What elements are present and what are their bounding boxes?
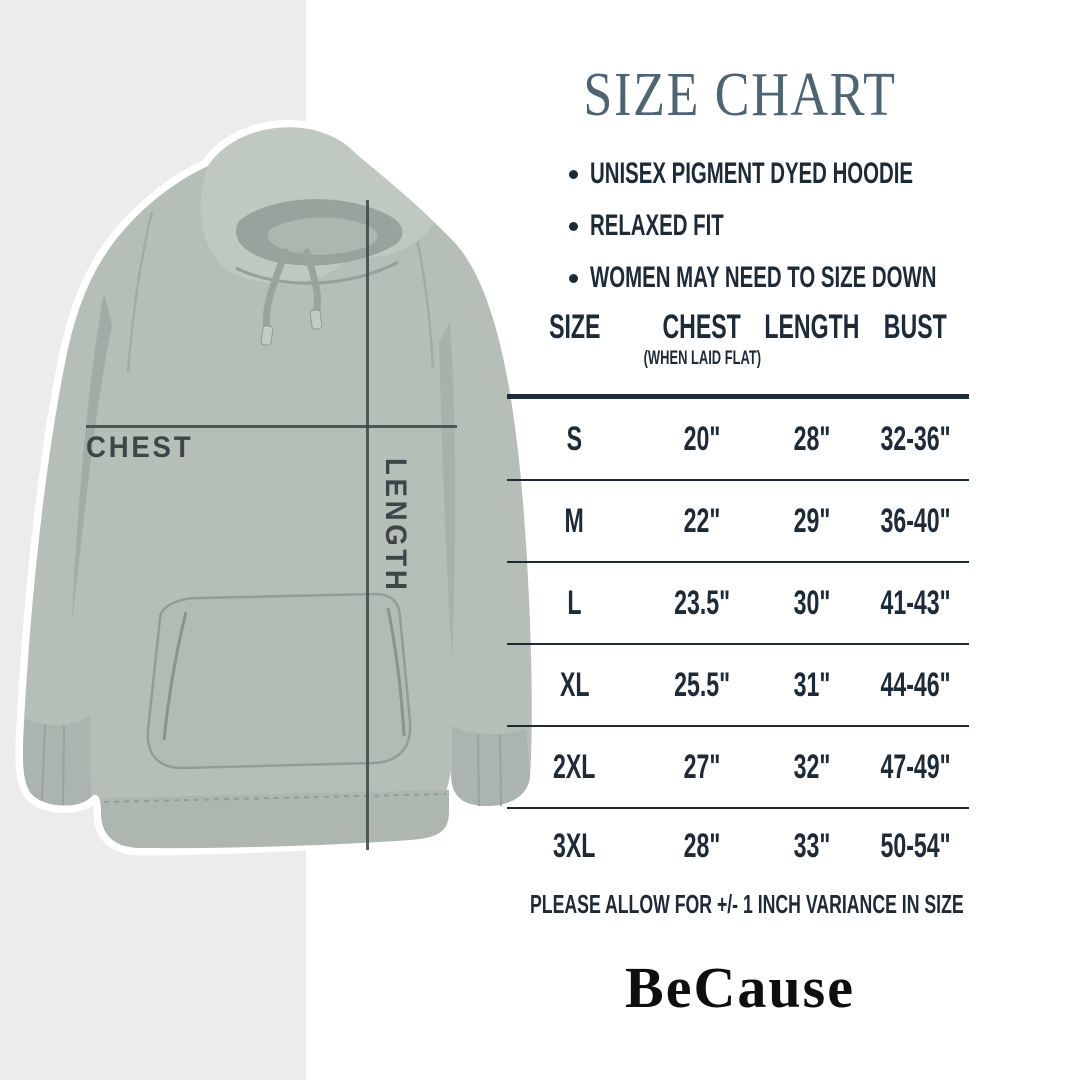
table-row: 3XL 28" 33" 50-54" [507,809,969,883]
column-header-chest: CHEST (WHEN LAID FLAT) [643,308,761,369]
bullet-text: UNISEX PIGMENT DYED HOODIE [590,157,914,190]
table-row: 2XL 27" 32" 47-49" [507,727,969,809]
chest-measure-label: CHEST [86,431,194,464]
table-row: XL 25.5" 31" 44-46" [507,645,969,727]
cell-size: M [564,501,585,540]
cell-length: 33" [793,826,831,865]
length-measure-line [366,200,369,850]
variance-note: PLEASE ALLOW FOR +/- 1 INCH VARIANCE IN … [530,889,964,919]
cell-chest: 28" [683,826,721,865]
cell-chest: 20" [683,419,721,458]
cell-size: 2XL [553,747,596,786]
bullet-item: UNISEX PIGMENT DYED HOODIE [505,148,975,200]
bullet-item: RELAXED FIT [505,200,975,252]
table-row: M 22" 29" 36-40" [507,481,969,563]
cell-length: 31" [793,665,831,704]
cell-bust: 44-46" [880,665,951,704]
hoodie-drawstrings [262,248,289,334]
bullet-text: RELAXED FIT [590,209,724,242]
feature-bullets: UNISEX PIGMENT DYED HOODIE RELAXED FIT W… [505,148,975,304]
cell-size: L [567,583,582,622]
cell-chest: 27" [683,747,721,786]
cell-chest: 22" [683,501,721,540]
chest-subnote: (WHEN LAID FLAT) [643,347,761,369]
table-row: L 23.5" 30" 41-43" [507,563,969,645]
size-table: SIZE CHEST (WHEN LAID FLAT) LENGTH BUST … [507,308,969,883]
cell-chest: 23.5" [674,583,730,622]
cell-bust: 41-43" [880,583,951,622]
cell-bust: 50-54" [880,826,951,865]
column-header-size: SIZE [548,308,601,346]
column-header-length: LENGTH [764,308,860,346]
cell-bust: 32-36" [880,419,951,458]
cell-length: 29" [793,501,831,540]
size-table-header: SIZE CHEST (WHEN LAID FLAT) LENGTH BUST [507,308,969,399]
bullet-dot-icon [569,273,578,283]
cell-size: S [566,419,583,458]
cell-size: 3XL [553,826,596,865]
cell-length: 30" [793,583,831,622]
cell-bust: 36-40" [880,501,951,540]
info-panel: SIZE CHART UNISEX PIGMENT DYED HOODIE RE… [505,64,975,1021]
cell-size: XL [559,665,590,704]
cell-bust: 47-49" [880,747,951,786]
bullet-dot-icon [569,169,578,179]
cell-length: 28" [793,419,831,458]
length-measure-label: LENGTH [379,458,412,594]
bullet-item: WOMEN MAY NEED TO SIZE DOWN [505,252,975,304]
chest-measure-line [86,425,457,428]
page-title: SIZE CHART [583,61,897,129]
cell-chest: 25.5" [674,665,730,704]
bullet-text: WOMEN MAY NEED TO SIZE DOWN [590,261,937,294]
brand-logo: BeCause [625,955,855,1020]
table-row: S 20" 28" 32-36" [507,399,969,481]
bullet-dot-icon [569,221,578,231]
column-header-bust: BUST [884,308,947,346]
cell-length: 32" [793,747,831,786]
hoodie-pocket [146,592,412,770]
